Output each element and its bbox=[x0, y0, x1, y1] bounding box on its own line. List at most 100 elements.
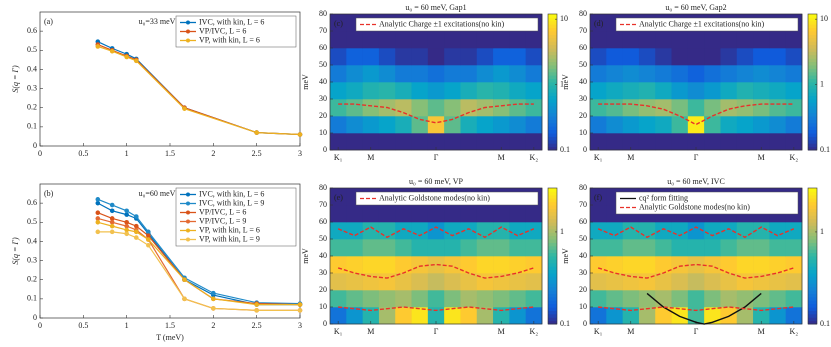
heatmap-cell bbox=[362, 273, 380, 291]
y-tick-label: 50 bbox=[579, 234, 587, 243]
heatmap-cell bbox=[493, 290, 510, 308]
colorbar-slice bbox=[808, 296, 817, 301]
legend-marker bbox=[186, 201, 190, 206]
colorbar-slice bbox=[548, 310, 557, 315]
colorbar-slice bbox=[548, 82, 557, 86]
heatmap-cell bbox=[736, 290, 754, 308]
colorbar-slice bbox=[808, 208, 817, 213]
heatmap-cell bbox=[671, 48, 689, 66]
heatmap-cell bbox=[785, 82, 803, 100]
heatmap-cell bbox=[460, 307, 478, 325]
y-tick-label: 60 bbox=[579, 217, 587, 226]
heatmap-cell bbox=[638, 133, 656, 151]
heatmap-cell bbox=[346, 116, 363, 134]
legend-marker bbox=[186, 29, 190, 34]
x-tick-label: 1 bbox=[125, 149, 129, 158]
heatmap-cell bbox=[427, 239, 445, 257]
heatmap-cell bbox=[444, 222, 461, 240]
heatmap-cell bbox=[671, 133, 689, 151]
series-marker bbox=[95, 216, 101, 221]
heatmap-cell bbox=[671, 290, 689, 308]
heatmap-cell bbox=[525, 273, 543, 291]
series-marker bbox=[124, 223, 129, 229]
x-tick-label: M bbox=[758, 153, 765, 162]
heatmap-cell bbox=[330, 256, 347, 274]
colorbar-tick-label: 1 bbox=[820, 227, 824, 236]
heatmap-cell bbox=[395, 222, 412, 240]
heatmap-cell bbox=[655, 133, 672, 151]
heatmap-cell bbox=[330, 99, 347, 117]
colorbar-slice bbox=[808, 68, 817, 73]
x-tick-label: 2 bbox=[211, 149, 215, 158]
y-axis-label: meV bbox=[301, 74, 310, 90]
heatmap-cell bbox=[704, 133, 721, 151]
heatmap-cell bbox=[638, 239, 656, 257]
heatmap-cell bbox=[395, 239, 412, 257]
heatmap-cell bbox=[460, 256, 478, 274]
colorbar-slice bbox=[808, 194, 817, 199]
heatmap-cell bbox=[736, 65, 754, 83]
heatmap-cell bbox=[736, 116, 754, 134]
heatmap-cell bbox=[704, 256, 721, 274]
heatmap-cell bbox=[411, 273, 429, 291]
heatmap-cell bbox=[378, 133, 396, 151]
colorbar-slice bbox=[808, 139, 817, 144]
heatmap-cell bbox=[525, 307, 543, 325]
x-tick-label: 1.5 bbox=[165, 321, 175, 330]
colorbar-slice bbox=[808, 112, 817, 117]
heatmap-cell bbox=[720, 65, 738, 83]
legend-label: VP, with kin, L = 6 bbox=[199, 35, 260, 44]
colorbar-slice bbox=[548, 269, 557, 274]
heatmap-cell bbox=[346, 65, 363, 83]
colorbar-slice bbox=[548, 252, 557, 257]
legend-label: VP/IVC, L = 6 bbox=[199, 207, 246, 216]
heatmap-cell bbox=[769, 273, 786, 291]
heatmap-cell bbox=[590, 48, 607, 66]
colorbar-slice bbox=[808, 82, 817, 86]
colorbar-slice bbox=[548, 65, 557, 69]
legend-marker bbox=[186, 210, 190, 215]
series-marker bbox=[95, 229, 101, 235]
legend-box bbox=[615, 191, 799, 215]
y-tick-label: 60 bbox=[319, 217, 327, 226]
colorbar-slice bbox=[548, 122, 557, 127]
series-marker bbox=[109, 219, 115, 225]
colorbar-slice bbox=[808, 78, 817, 83]
colorbar-slice bbox=[548, 191, 557, 196]
legend-label: VP, with kin, L = 6 bbox=[199, 225, 260, 234]
heatmap-cell bbox=[362, 65, 380, 83]
series-marker bbox=[95, 200, 101, 206]
heatmap-cell bbox=[704, 222, 721, 240]
heatmap-cell bbox=[704, 48, 721, 66]
heatmap-cell bbox=[525, 290, 543, 308]
colorbar-slice bbox=[548, 320, 557, 325]
heatmap-cell bbox=[736, 133, 754, 151]
heatmap-cell bbox=[720, 273, 738, 291]
y-tick-label: 30 bbox=[319, 268, 327, 277]
colorbar-slice bbox=[548, 293, 557, 298]
heatmap-cell bbox=[606, 239, 623, 257]
colorbar-slice bbox=[808, 85, 817, 90]
colorbar-slice bbox=[808, 211, 817, 216]
heatmap-cell bbox=[362, 48, 380, 66]
colorbar-slice bbox=[808, 14, 817, 18]
colorbar-slice bbox=[808, 249, 817, 254]
heatmap-cell bbox=[769, 65, 786, 83]
heatmap-cell bbox=[704, 99, 721, 117]
colorbar-slice bbox=[808, 102, 817, 107]
series-marker bbox=[297, 132, 303, 137]
heatmap-cell bbox=[411, 307, 429, 325]
heatmap-cell bbox=[493, 239, 510, 257]
heatmap-cell bbox=[378, 48, 396, 66]
colorbar-slice bbox=[808, 54, 817, 59]
colorbar-slice bbox=[808, 303, 817, 308]
colorbar-slice bbox=[808, 293, 817, 298]
heatmap-cell bbox=[753, 256, 770, 274]
heatmap-cell bbox=[411, 116, 429, 134]
series-marker bbox=[254, 302, 259, 307]
panel-label: (a) bbox=[44, 17, 53, 26]
legend-box bbox=[355, 191, 539, 206]
heatmap-cell bbox=[395, 48, 412, 66]
heatmap-cell bbox=[476, 239, 494, 257]
colorbar-slice bbox=[548, 119, 557, 124]
